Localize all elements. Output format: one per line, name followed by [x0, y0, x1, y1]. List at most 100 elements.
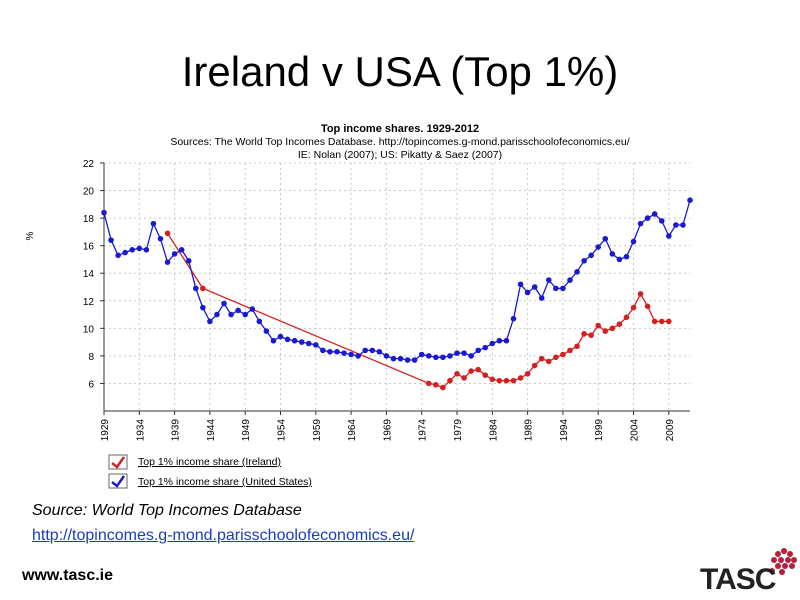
data-point-ireland	[602, 328, 609, 334]
y-tick-label: 8	[88, 352, 94, 363]
x-tick-label: 1969	[382, 419, 393, 442]
data-point-ireland	[164, 230, 171, 237]
data-point-usa	[538, 295, 545, 301]
data-point-usa	[200, 304, 206, 311]
data-point-usa	[171, 251, 178, 257]
data-point-usa	[496, 337, 503, 344]
y-tick-label: 10	[83, 324, 95, 335]
data-point-ireland	[609, 325, 616, 332]
data-point-usa	[609, 251, 616, 257]
data-point-usa	[666, 233, 672, 239]
data-point-ireland	[482, 372, 489, 378]
data-point-ireland	[588, 332, 594, 339]
x-tick-label: 1954	[277, 419, 288, 442]
data-point-usa	[277, 333, 284, 340]
data-point-usa	[313, 342, 319, 348]
data-point-ireland	[475, 366, 481, 373]
tasc-logo: TASC	[700, 545, 800, 600]
x-ticks: 1929 1934 1939 1944 1949 1954 1959 1964 1969 1974…	[100, 411, 676, 441]
data-point-usa	[376, 348, 383, 355]
data-point-usa	[108, 237, 114, 243]
data-point-usa	[588, 252, 594, 259]
data-point-usa	[461, 350, 467, 356]
chart: Top income shares. 1929-2012 Sources: Th…	[25, 123, 693, 489]
data-point-usa	[362, 347, 369, 354]
data-point-usa	[517, 281, 524, 288]
data-point-usa	[418, 351, 425, 358]
y-tick-label: 6	[88, 379, 94, 390]
data-point-usa	[482, 344, 489, 351]
data-point-usa	[369, 347, 376, 354]
data-point-ireland	[666, 318, 672, 325]
data-point-ireland	[517, 375, 524, 381]
data-point-usa	[164, 259, 171, 266]
data-point-usa	[680, 222, 686, 228]
source-text: Source: World Top Incomes Database	[32, 502, 302, 519]
x-tick-label: 1974	[418, 419, 429, 442]
x-tick-label: 1944	[206, 419, 217, 442]
data-point-usa	[263, 328, 270, 334]
data-point-ireland	[433, 382, 439, 388]
legend-ireland-check-icon	[111, 456, 126, 469]
x-tick-label: 1949	[241, 419, 252, 442]
y-tick-label: 14	[83, 269, 95, 280]
x-tick-label: 1929	[100, 419, 111, 442]
data-point-ireland	[425, 380, 432, 387]
data-point-usa	[397, 355, 404, 362]
series-line-usa	[103, 200, 691, 361]
data-point-usa	[545, 277, 552, 283]
data-point-usa	[553, 285, 559, 292]
logo-text: TASC	[700, 563, 776, 596]
data-point-usa	[298, 339, 305, 345]
source-link[interactable]: http://topincomes.g-mond.parisschoolofec…	[32, 527, 415, 544]
x-tick-label: 2004	[630, 419, 641, 442]
chart-subtitle-sources: Sources: The World Top Incomes Database.…	[170, 136, 629, 148]
data-point-ireland	[461, 375, 467, 381]
data-point-ireland	[440, 384, 446, 391]
y-tick-label: 12	[83, 297, 95, 308]
data-point-usa	[425, 353, 432, 359]
data-point-usa	[560, 285, 566, 292]
data-point-usa	[510, 315, 517, 322]
legend-ireland-label: Top 1% income share (Ireland)	[138, 456, 281, 468]
data-point-usa	[503, 337, 510, 344]
data-point-usa	[305, 340, 312, 347]
data-point-ireland	[616, 321, 623, 328]
data-point-ireland	[651, 318, 658, 325]
slide-title: Ireland v USA (Top 1%)	[181, 48, 619, 95]
data-point-usa	[454, 350, 460, 356]
logo-dots-icon	[769, 548, 797, 575]
data-point-ireland	[581, 331, 587, 337]
data-point-usa	[320, 347, 326, 354]
legend-usa-label: Top 1% income share (United States)	[138, 476, 312, 488]
data-point-usa	[249, 306, 256, 312]
grid	[103, 162, 690, 411]
data-point-ireland	[644, 303, 651, 310]
data-point-usa	[185, 258, 192, 264]
data-point-usa	[567, 277, 573, 283]
data-point-usa	[291, 337, 298, 344]
data-point-usa	[242, 311, 249, 318]
chart-title: Top income shares. 1929-2012	[321, 123, 479, 135]
data-point-usa	[637, 220, 644, 227]
data-point-usa	[214, 311, 220, 318]
y-tick-label: 20	[83, 187, 95, 198]
data-point-usa	[658, 218, 665, 224]
data-point-usa	[673, 222, 679, 228]
data-point-ireland	[630, 304, 637, 311]
data-point-usa	[284, 336, 291, 343]
x-tick-label: 1994	[559, 419, 570, 442]
x-tick-label: 1979	[453, 419, 464, 442]
data-point-ireland	[447, 377, 453, 384]
data-point-usa	[390, 355, 397, 362]
axes	[103, 163, 690, 412]
data-point-usa	[489, 340, 496, 347]
legend: Top 1% income share (Ireland) Top 1% inc…	[108, 454, 312, 489]
data-point-usa	[581, 258, 587, 264]
data-point-usa	[101, 209, 107, 216]
data-point-usa	[687, 197, 693, 203]
data-point-usa	[341, 350, 347, 356]
data-point-usa	[433, 354, 439, 361]
data-point-usa	[136, 245, 143, 252]
data-point-ireland	[637, 291, 644, 297]
